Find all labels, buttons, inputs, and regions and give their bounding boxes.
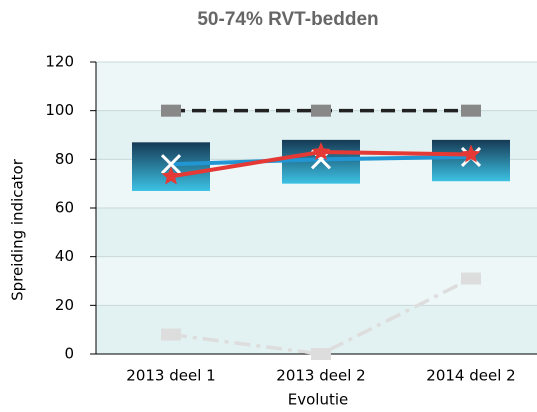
marker	[461, 104, 481, 117]
x-tick-label: 2013 deel 1	[126, 367, 215, 385]
y-tick-label: 120	[45, 53, 74, 71]
marker	[160, 154, 182, 175]
marker	[311, 348, 331, 360]
marker	[161, 166, 181, 185]
y-tick-label: 100	[45, 101, 74, 119]
chart-title: 50-74% RVT-bedden	[197, 9, 378, 30]
marker	[161, 104, 181, 117]
y-tick-label: 80	[55, 150, 74, 168]
marker	[161, 328, 181, 341]
x-tick-label: 2014 deel 2	[426, 367, 515, 385]
y-axis-label: Spreiding indicator	[9, 158, 27, 301]
marker	[461, 272, 481, 285]
y-tick-label: 60	[55, 199, 74, 217]
marker	[461, 144, 481, 163]
plot-band	[96, 62, 537, 111]
y-tick-label: 40	[55, 247, 74, 265]
x-axis-label: Evolutie	[288, 391, 348, 409]
plot-band	[96, 208, 537, 257]
y-tick-label: 0	[64, 345, 74, 363]
x-tick-label: 2013 deel 2	[276, 367, 365, 385]
marker	[311, 104, 331, 117]
marker	[311, 142, 331, 161]
y-tick-label: 20	[55, 296, 74, 314]
